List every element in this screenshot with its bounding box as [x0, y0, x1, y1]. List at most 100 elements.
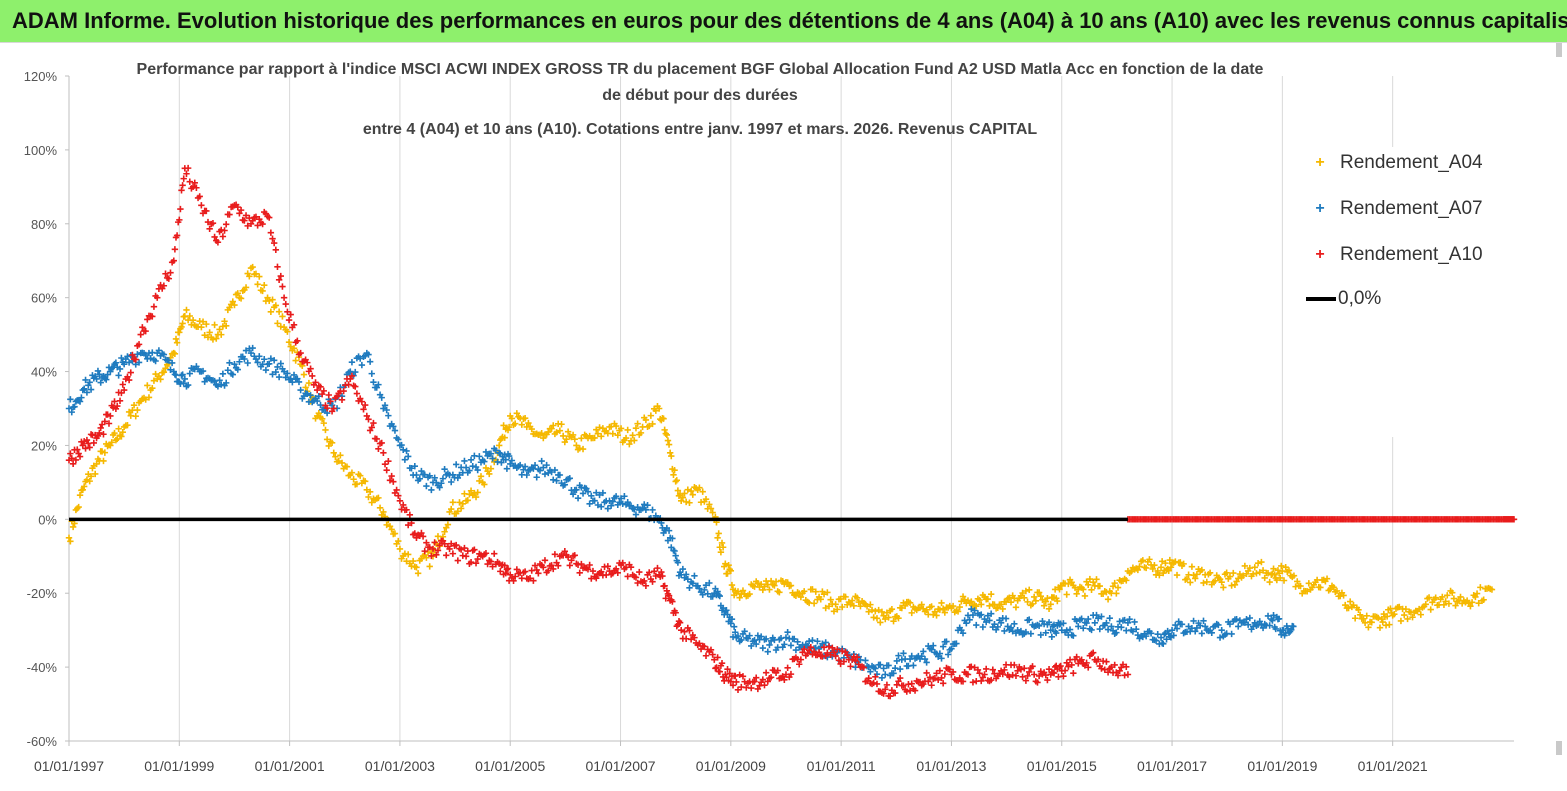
data-point-rendement-a07: [1073, 617, 1080, 625]
data-point-rendement-a07: [216, 377, 223, 384]
data-point-rendement-a10: [1073, 653, 1080, 661]
data-point-rendement-a10: [936, 667, 944, 674]
data-point-rendement-a04: [1285, 567, 1293, 574]
data-point-rendement-a07: [328, 401, 336, 409]
data-point-rendement-a10: [928, 682, 935, 689]
data-point-rendement-a10: [222, 221, 230, 228]
data-point-rendement-a04: [391, 530, 399, 537]
data-point-rendement-a10: [729, 682, 737, 689]
data-point-rendement-a07: [669, 535, 676, 542]
data-point-rendement-a07: [201, 378, 208, 385]
data-point-rendement-a04: [781, 580, 788, 588]
data-point-rendement-a07: [1022, 628, 1030, 636]
data-point-rendement-a04: [686, 499, 693, 506]
x-tick-label: 01/01/2019: [1247, 758, 1317, 774]
data-point-rendement-a07: [142, 351, 149, 359]
data-point-rendement-a10: [173, 232, 181, 239]
data-point-rendement-a04: [825, 603, 833, 610]
data-point-rendement-a10: [987, 676, 995, 684]
data-point-rendement-a10: [343, 375, 351, 383]
data-point-rendement-a04: [954, 608, 962, 615]
data-point-rendement-a10: [1065, 663, 1072, 670]
data-point-rendement-a10: [491, 550, 498, 557]
data-point-rendement-a04: [687, 487, 695, 495]
data-point-rendement-a10: [658, 568, 665, 576]
data-point-rendement-a04: [249, 263, 256, 271]
data-point-rendement-a04: [949, 602, 957, 610]
data-point-rendement-a04: [662, 430, 669, 437]
data-point-rendement-a07: [284, 370, 291, 377]
data-point-rendement-a04: [323, 436, 331, 443]
data-point-rendement-a10: [538, 562, 545, 569]
data-point-rendement-a10: [584, 566, 592, 573]
data-point-rendement-a04: [1007, 599, 1015, 606]
y-tick-label: 20%: [31, 438, 57, 453]
data-point-rendement-a07: [261, 356, 268, 363]
data-point-rendement-a10: [242, 212, 250, 219]
data-point-rendement-a07: [275, 373, 283, 381]
data-point-rendement-a07: [551, 466, 559, 474]
data-point-rendement-a07: [282, 374, 289, 381]
data-point-rendement-a04: [1012, 604, 1020, 611]
data-point-rendement-a04: [375, 494, 382, 502]
data-point-rendement-a10: [551, 551, 559, 558]
data-point-rendement-a04: [1019, 589, 1026, 597]
data-point-rendement-a07: [96, 371, 103, 378]
data-point-rendement-a04: [78, 487, 85, 494]
data-point-rendement-a07: [366, 358, 374, 365]
data-point-rendement-a07: [674, 559, 682, 566]
data-point-rendement-a07: [199, 367, 207, 375]
data-point-rendement-a07: [943, 638, 950, 645]
data-point-rendement-a04: [275, 308, 283, 315]
data-point-rendement-a04: [1111, 579, 1118, 587]
data-point-rendement-a10: [507, 571, 514, 578]
data-point-rendement-a07: [939, 643, 947, 650]
data-point-rendement-a04: [411, 563, 419, 570]
data-point-rendement-a04: [796, 590, 803, 597]
data-point-rendement-a07: [1216, 634, 1224, 641]
data-point-rendement-a07: [409, 471, 417, 479]
data-point-rendement-a07: [885, 662, 892, 669]
data-point-rendement-a04: [727, 567, 735, 575]
x-tick-label: 01/01/2007: [585, 758, 655, 774]
data-point-rendement-a07: [994, 623, 1001, 631]
data-point-rendement-a10: [835, 657, 843, 664]
data-point-rendement-a04: [1063, 591, 1070, 598]
data-point-rendement-a10: [634, 579, 641, 587]
data-point-rendement-a04: [936, 606, 944, 613]
y-tick-label: 120%: [24, 69, 58, 84]
data-point-rendement-a07: [1066, 626, 1074, 633]
data-point-rendement-a07: [675, 572, 683, 579]
data-point-rendement-a07: [418, 467, 425, 475]
data-point-rendement-a07: [421, 471, 428, 478]
data-point-rendement-a04: [1360, 615, 1367, 623]
data-point-rendement-a10: [946, 666, 953, 673]
data-point-rendement-a10: [880, 690, 887, 697]
data-point-rendement-a10: [541, 557, 549, 564]
data-point-rendement-a07: [598, 503, 605, 510]
data-point-rendement-a04: [1223, 569, 1230, 576]
data-point-rendement-a10: [137, 331, 144, 338]
data-point-rendement-a07: [1157, 634, 1165, 641]
data-point-rendement-a04: [474, 489, 481, 496]
data-point-rendement-a04: [666, 449, 674, 457]
data-point-rendement-a07: [184, 381, 192, 389]
data-point-rendement-a10: [150, 303, 158, 310]
data-point-rendement-a10: [118, 389, 125, 397]
data-point-rendement-a07: [1078, 615, 1085, 622]
data-point-rendement-a07: [896, 665, 904, 673]
data-point-rendement-a04: [504, 426, 512, 434]
data-point-rendement-a04: [481, 481, 488, 488]
data-point-rendement-a10: [419, 533, 427, 540]
data-point-rendement-a10: [568, 557, 575, 564]
data-point-rendement-a04: [558, 421, 565, 428]
data-point-rendement-a07: [996, 616, 1003, 624]
data-point-rendement-a04: [322, 426, 329, 434]
data-point-rendement-a10: [244, 222, 251, 230]
data-point-rendement-a10: [328, 408, 336, 415]
data-point-rendement-a07: [436, 484, 443, 491]
data-point-rendement-a07: [378, 394, 385, 401]
data-point-rendement-a10: [734, 686, 742, 694]
data-point-rendement-a07: [748, 642, 755, 650]
data-point-rendement-a07: [1121, 616, 1128, 624]
